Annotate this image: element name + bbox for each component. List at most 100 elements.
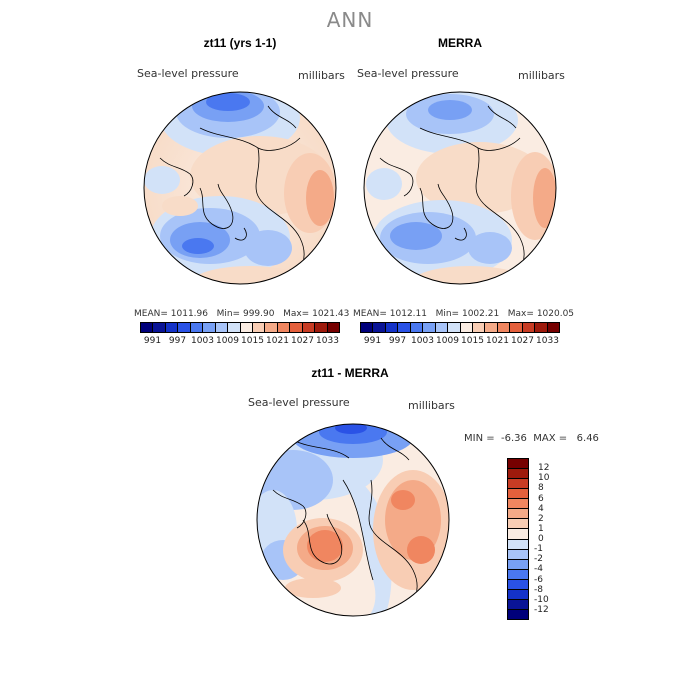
colorbar-cell: [508, 569, 528, 580]
units-label-diff: millibars: [408, 399, 455, 412]
colorbar-tick-label: 8: [538, 483, 544, 494]
colorbar-tick-label: 0: [538, 534, 544, 544]
colorbar-tick-label: 1003: [191, 336, 214, 346]
colorbar-cell: [508, 519, 528, 530]
colorbar-cell: [485, 323, 498, 332]
colorbar-cell: [153, 323, 166, 332]
colorbar-cell: [398, 323, 411, 332]
colorbar-cell: [508, 589, 528, 600]
colorbar-tick-label: 991: [143, 336, 162, 346]
colorbar-tick-label: 997: [388, 336, 407, 346]
colorbar-diff: [507, 458, 529, 620]
colorbar-cell: [535, 323, 548, 332]
colorbar-cell: [508, 529, 528, 540]
colorbar-cell: [215, 323, 229, 332]
colorbar-tick-label: 1021: [266, 336, 289, 346]
colorbar-tick-label: 1015: [241, 336, 264, 346]
colorbar-cell: [203, 323, 216, 332]
colorbar-tick-label: 1033: [536, 336, 559, 346]
colorbar-tick-label: 1033: [316, 336, 339, 346]
colorbar-cell: [228, 323, 241, 332]
variable-label-diff: Sea-level pressure: [248, 396, 350, 409]
colorbar-cell: [472, 323, 486, 332]
colorbar-cell: [252, 323, 266, 332]
colorbar-cell: [522, 323, 536, 332]
units-label-model: millibars: [298, 69, 345, 82]
colorbar-tick-label: 1027: [291, 336, 314, 346]
polar-map-diff: [256, 423, 450, 617]
colorbar-tick-label: 1027: [511, 336, 534, 346]
units-label-obs: millibars: [518, 69, 565, 82]
colorbar-tick-label: 997: [168, 336, 187, 346]
colorbar-cell: [240, 323, 253, 332]
colorbar-ticks-diff: 12 10 8 6 4 2 1 0 -1 -2 -4 -6 -8 -10 -12: [534, 458, 578, 620]
figure-title: ANN: [326, 8, 374, 32]
colorbar-tick-label: -12: [534, 604, 549, 615]
polar-map-obs: [363, 91, 557, 285]
colorbar-tick-label: 1021: [486, 336, 509, 346]
colorbar-model: [140, 322, 340, 333]
variable-label-model: Sea-level pressure: [137, 67, 239, 80]
colorbar-cell: [508, 479, 528, 490]
colorbar-tick-label: 1: [538, 523, 544, 534]
colorbar-cell: [373, 323, 386, 332]
colorbar-cell: [265, 323, 278, 332]
colorbar-cell: [508, 489, 528, 500]
colorbar-cell: [423, 323, 436, 332]
colorbar-cell: [508, 469, 528, 480]
colorbar-tick-label: -10: [534, 594, 549, 605]
colorbar-cell: [290, 323, 303, 332]
colorbar-ticks-model: 991 997 1003 1009 1015 1021 1027 1033: [140, 336, 340, 348]
colorbar-tick-label: -4: [534, 564, 543, 575]
colorbar-cell: [508, 559, 528, 570]
colorbar-tick-label: 4: [538, 503, 544, 514]
stats-model: MEAN= 1011.96 Min= 999.90 Max= 1021.43: [134, 309, 350, 319]
colorbar-cell: [448, 323, 461, 332]
colorbar-tick-label: 10: [538, 473, 550, 484]
colorbar-cell: [508, 579, 528, 590]
colorbar-cell: [302, 323, 316, 332]
colorbar-obs: [360, 322, 560, 333]
colorbar-cell: [508, 549, 528, 560]
colorbar-cell: [508, 459, 528, 470]
colorbar-cell: [277, 323, 291, 332]
polar-map-model: [143, 91, 337, 285]
colorbar-cell: [497, 323, 511, 332]
colorbar-tick-label: 1009: [436, 336, 459, 346]
colorbar-cell: [510, 323, 523, 332]
colorbar-cell: [190, 323, 204, 332]
stats-diff: MIN = -6.36 MAX = 6.46: [464, 433, 599, 444]
colorbar-cell: [385, 323, 399, 332]
colorbar-tick-label: 1003: [411, 336, 434, 346]
colorbar-cell: [327, 323, 339, 332]
panel-title-diff: zt11 - MERRA: [311, 366, 389, 380]
colorbar-tick-label: 2: [538, 513, 544, 524]
variable-label-obs: Sea-level pressure: [357, 67, 459, 80]
colorbar-tick-label: 12: [538, 463, 550, 474]
colorbar-cell: [508, 509, 528, 520]
panel-title-obs: MERRA: [438, 36, 482, 50]
stats-obs: MEAN= 1012.11 Min= 1002.21 Max= 1020.05: [353, 309, 575, 319]
colorbar-cell: [315, 323, 328, 332]
colorbar-cell: [508, 609, 528, 619]
colorbar-tick-label: 6: [538, 493, 544, 504]
colorbar-cell: [435, 323, 449, 332]
colorbar-cell: [460, 323, 473, 332]
colorbar-cell: [410, 323, 424, 332]
colorbar-cell: [165, 323, 179, 332]
colorbar-cell: [508, 599, 528, 610]
colorbar-cell: [508, 539, 528, 550]
colorbar-ticks-obs: 991 997 1003 1009 1015 1021 1027 1033: [360, 336, 560, 348]
colorbar-cell: [508, 499, 528, 510]
colorbar-tick-label: 991: [363, 336, 382, 346]
panel-title-model: zt11 (yrs 1-1): [203, 36, 277, 50]
colorbar-tick-label: -6: [534, 574, 543, 585]
colorbar-tick-label: 1009: [216, 336, 239, 346]
colorbar-tick-label: -1: [534, 544, 543, 555]
colorbar-cell: [141, 323, 154, 332]
colorbar-tick-label: -8: [534, 584, 543, 595]
colorbar-tick-label: -2: [534, 554, 543, 565]
colorbar-tick-label: 1015: [461, 336, 484, 346]
colorbar-cell: [361, 323, 374, 332]
colorbar-cell: [547, 323, 559, 332]
